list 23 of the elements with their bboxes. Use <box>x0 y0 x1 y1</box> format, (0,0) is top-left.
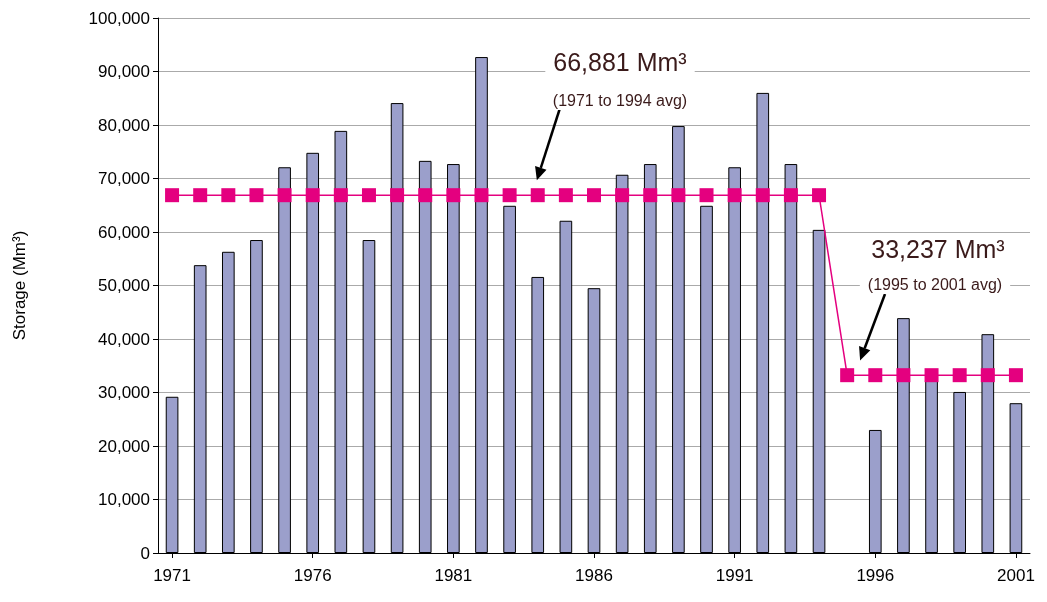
y-tick-label: 90,000 <box>98 62 150 81</box>
y-tick-label: 60,000 <box>98 222 150 242</box>
y-tick-label: 10,000 <box>98 490 150 509</box>
x-tick-label: 1971 <box>153 566 191 585</box>
y-tick-label: 30,000 <box>98 383 150 402</box>
annotation: (1995 to 2001 avg) <box>867 275 1003 293</box>
x-tick-label: 1986 <box>575 566 613 585</box>
y-axis-title: Storage (Mm³) <box>10 230 29 341</box>
y-tick-label: 100,000 <box>88 8 150 28</box>
y-tick-label: 80,000 <box>98 115 150 135</box>
x-tick-label: 2001 <box>997 566 1035 585</box>
annotation: 66,881 Mm³ <box>553 48 687 76</box>
x-tick-label: 1996 <box>856 566 895 585</box>
y-tick-label: 50,000 <box>98 276 150 295</box>
annotation: (1971 to 1994 avg) <box>552 91 688 109</box>
y-tick-label: 0 <box>140 543 150 563</box>
x-tick-label: 1991 <box>715 566 754 585</box>
y-tick-label: 70,000 <box>98 169 150 188</box>
y-tick-label: 40,000 <box>98 329 150 349</box>
x-tick-label: 1976 <box>293 566 332 585</box>
y-tick-label: 20,000 <box>98 436 150 456</box>
x-tick-label: 1981 <box>434 566 473 585</box>
annotation: 33,237 Mm³ <box>871 235 1005 263</box>
